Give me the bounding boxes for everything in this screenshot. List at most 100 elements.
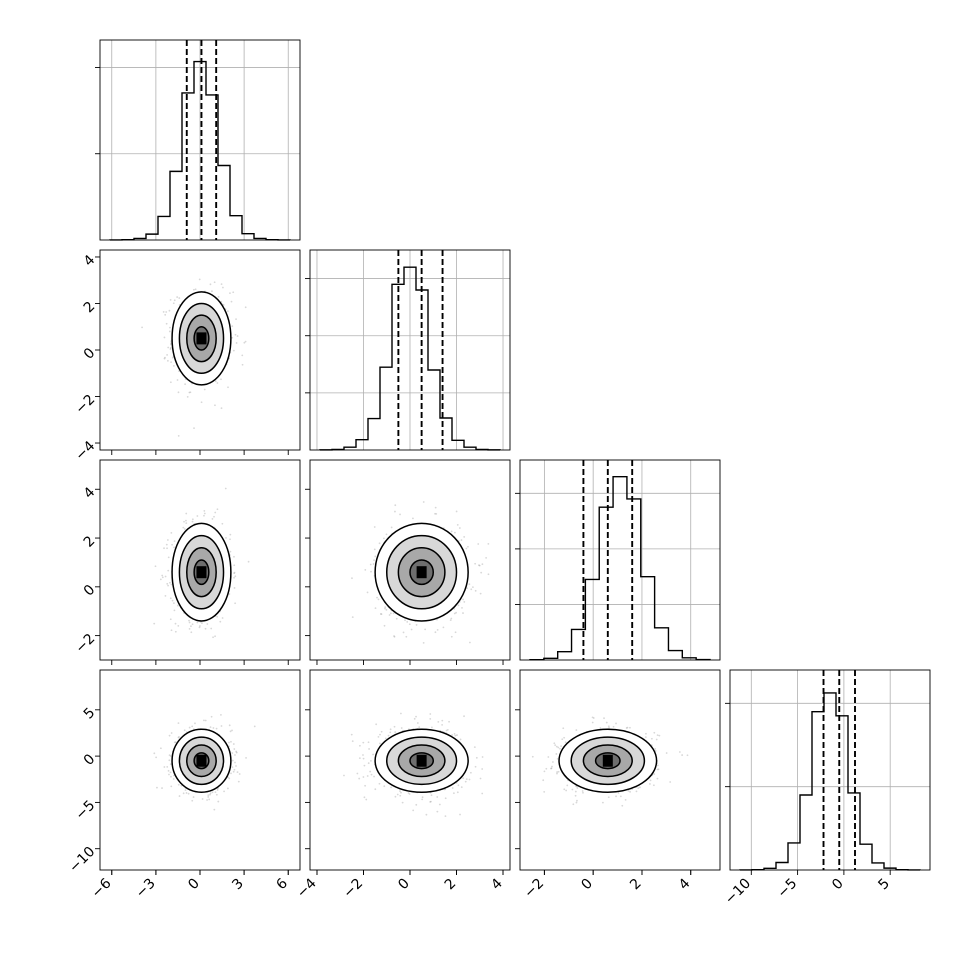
y-tick-label: −4 <box>72 438 98 464</box>
sample-point <box>436 810 439 813</box>
sample-point <box>404 619 406 622</box>
sample-point <box>543 790 546 793</box>
density-peak <box>196 566 207 579</box>
sample-point <box>475 756 478 759</box>
sample-point <box>390 526 393 529</box>
sample-point <box>399 513 401 516</box>
sample-point <box>434 631 437 634</box>
sample-point <box>469 771 472 774</box>
sample-point <box>635 790 638 793</box>
sample-point <box>172 602 175 605</box>
sample-point <box>388 614 391 616</box>
sample-point <box>592 717 595 719</box>
sample-point <box>396 793 399 796</box>
panel-2-1 <box>305 459 511 665</box>
sample-point <box>217 800 220 803</box>
sample-point <box>452 792 455 795</box>
sample-point <box>480 571 483 574</box>
sample-point <box>198 626 201 629</box>
sample-point <box>164 313 167 316</box>
sample-point <box>648 783 651 785</box>
sample-point <box>201 622 203 624</box>
sample-point <box>178 297 181 299</box>
sample-point <box>394 510 396 513</box>
sample-point <box>173 299 176 302</box>
sample-point <box>170 629 173 632</box>
sample-point <box>169 343 172 346</box>
sample-point <box>172 364 175 367</box>
panel-frame <box>309 249 511 451</box>
sample-point <box>221 522 224 525</box>
sample-point <box>167 569 170 572</box>
sample-point <box>615 722 617 725</box>
sample-point <box>169 755 172 757</box>
sample-point <box>378 542 381 545</box>
sample-point <box>561 738 564 741</box>
y-tick-label: 4 <box>81 484 99 502</box>
sample-point <box>377 735 380 738</box>
sample-point <box>375 723 378 726</box>
sample-point <box>194 288 197 291</box>
sample-point <box>176 296 179 298</box>
sample-point <box>372 563 375 565</box>
sample-point <box>436 628 439 631</box>
sample-point <box>168 734 171 737</box>
contour-line <box>594 752 621 770</box>
sample-point <box>470 588 473 591</box>
sample-point <box>442 626 445 629</box>
sample-point <box>547 756 550 758</box>
sample-point <box>384 607 386 610</box>
sample-point <box>214 404 216 407</box>
sample-point <box>605 721 608 724</box>
sample-point <box>203 510 206 512</box>
sample-point <box>582 791 584 794</box>
sample-point <box>156 786 158 789</box>
sample-point <box>170 785 173 788</box>
sample-point <box>170 732 173 734</box>
sample-point <box>234 575 237 578</box>
sample-point <box>374 607 377 609</box>
sample-point <box>229 538 231 541</box>
sample-point <box>362 776 365 778</box>
sample-point <box>166 582 169 585</box>
sample-point <box>393 635 396 638</box>
sample-point <box>563 788 566 791</box>
sample-point <box>656 777 659 780</box>
sample-point <box>231 752 234 754</box>
sample-point <box>625 727 628 729</box>
sample-point <box>626 726 629 729</box>
sample-point <box>222 304 225 306</box>
sample-point <box>468 778 471 781</box>
sample-point <box>173 741 176 744</box>
sample-point <box>245 757 247 759</box>
sample-point <box>196 515 199 517</box>
sample-point <box>191 725 194 728</box>
contour-line <box>374 522 469 622</box>
sample-point <box>235 765 237 767</box>
sample-point <box>629 790 631 793</box>
sample-point <box>554 744 557 747</box>
sample-point <box>563 736 566 739</box>
sample-point <box>193 427 195 430</box>
sample-point <box>216 382 219 384</box>
sample-point <box>351 740 354 743</box>
sample-point <box>555 745 558 748</box>
sample-point <box>545 767 548 770</box>
histogram-3 <box>739 692 921 871</box>
sample-point <box>184 789 187 792</box>
sample-point <box>655 738 658 741</box>
sample-point <box>166 354 168 356</box>
sample-point <box>575 801 578 804</box>
sample-point <box>168 330 171 333</box>
sample-point <box>603 717 605 720</box>
x-tick-label: −2 <box>521 876 547 902</box>
density-peak <box>416 754 427 767</box>
sample-point <box>191 518 194 521</box>
contour-line <box>558 728 658 793</box>
sample-point <box>231 766 234 769</box>
density-peak <box>416 566 427 579</box>
sample-point <box>462 612 464 614</box>
panel-frame <box>519 459 721 661</box>
sample-point <box>161 574 164 577</box>
sample-point <box>343 774 345 777</box>
